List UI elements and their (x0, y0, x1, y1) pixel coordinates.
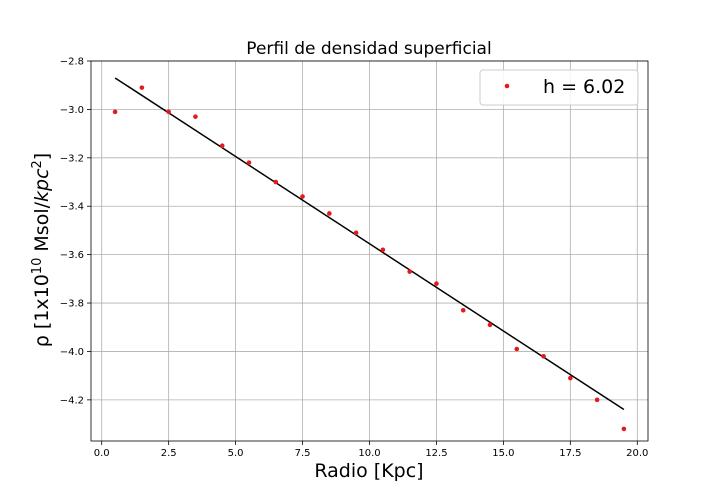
legend-marker (504, 83, 510, 89)
y-axis-label-exponent: 10 (30, 258, 45, 275)
x-tick-label: 20.0 (626, 448, 648, 459)
data-point (112, 109, 118, 115)
y-axis-label-pre: ρ [1x10 (31, 274, 53, 347)
data-point (353, 230, 359, 236)
data-point (621, 426, 627, 432)
data-point (514, 346, 520, 352)
chart-title: Perfil de densidad superficial (246, 39, 491, 59)
data-point (568, 375, 573, 381)
y-tick-label: −3.0 (60, 105, 84, 116)
fit-line (114, 77, 625, 411)
y-tick-label: −3.8 (60, 299, 84, 310)
y-tick-label: −3.2 (60, 153, 84, 164)
x-tick-label: 15.0 (492, 448, 514, 459)
x-tick-label: 7.5 (295, 448, 311, 459)
legend-label: h = 6.02 (543, 76, 625, 98)
data-point (487, 322, 493, 328)
data-point (327, 211, 332, 216)
x-tick-label: 5.0 (228, 448, 244, 459)
x-axis-label: Radio [Kpc] (314, 460, 423, 482)
y-tick-label: −2.8 (60, 57, 84, 68)
data-point (166, 109, 171, 115)
y-tick-label: −4.0 (60, 347, 84, 358)
x-tick-label: 10.0 (358, 448, 380, 459)
y-tick-label: −4.2 (60, 395, 84, 406)
y-tick-label: −3.4 (60, 202, 84, 213)
data-point (273, 179, 279, 185)
x-tick-label: 17.5 (559, 448, 581, 459)
x-tick-label: 0.0 (94, 448, 110, 459)
data-point (139, 85, 145, 90)
y-tick-label: −3.6 (60, 250, 84, 261)
x-tick-label: 12.5 (425, 448, 447, 459)
y-axis-label-unit-exponent: 2 (30, 160, 45, 168)
data-point (407, 269, 412, 274)
plot-frame (90, 60, 649, 442)
y-axis-label-mid: Msol/ (31, 201, 53, 257)
axis-ticks: 0.0 2.5 5.0 7.5 10.0 12.5 15.0 17.5 20.0 −2.8 −3.0… (60, 57, 649, 460)
data-point (219, 143, 225, 149)
y-axis-label-post: ] (31, 153, 53, 160)
fit-line-group (114, 77, 625, 411)
data-point (434, 281, 439, 286)
y-axis-label: ρ [1x1010 Msol/kpc2] (30, 153, 54, 347)
data-point (380, 247, 386, 253)
y-axis-label-unit: kpc (31, 168, 53, 202)
legend: h = 6.02 (479, 69, 639, 106)
data-point (460, 307, 466, 313)
grid (91, 60, 648, 441)
legend-frame (479, 69, 639, 106)
data-point (541, 353, 546, 359)
data-points (112, 85, 627, 432)
data-point (246, 160, 252, 165)
data-point (300, 194, 305, 199)
data-point (193, 114, 198, 119)
x-tick-label: 2.5 (161, 448, 177, 459)
data-point (594, 397, 600, 403)
